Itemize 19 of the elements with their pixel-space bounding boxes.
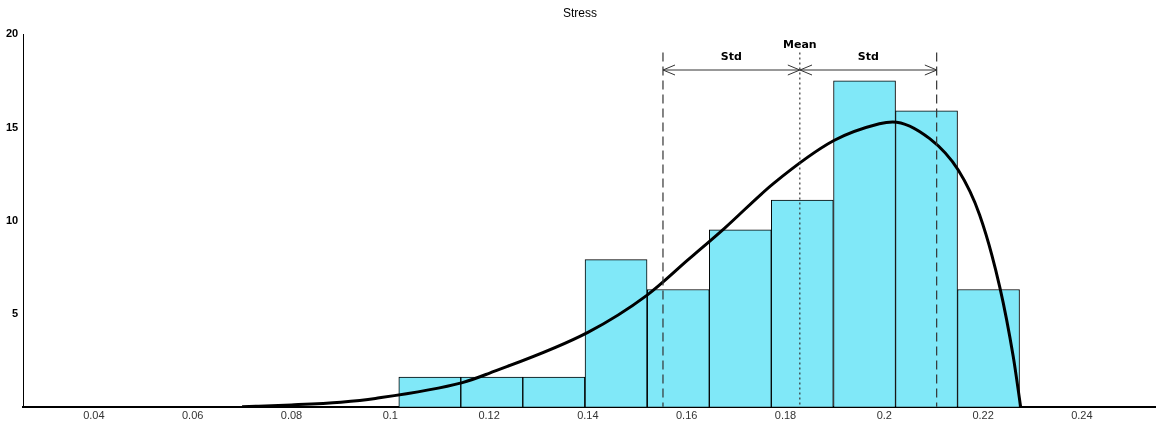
x-tick-label: 0.04	[83, 409, 105, 422]
x-tick-label: 0.22	[972, 409, 994, 422]
y-tick-label: 5	[12, 306, 19, 319]
x-tick-label: 0.24	[1071, 409, 1093, 422]
x-tick-label: 0.06	[181, 409, 204, 422]
x-tick-label: 0.12	[478, 409, 500, 422]
x-tick-label: 0.16	[675, 409, 698, 422]
annotation: Std	[857, 50, 879, 64]
y-tick-label: 20	[5, 27, 19, 40]
chart-title: Stress	[562, 5, 598, 20]
x-tick-label: 0.14	[577, 409, 599, 422]
x-tick-label: 0.08	[280, 409, 303, 422]
y-tick-label: 10	[5, 213, 19, 226]
y-tick-label: 15	[5, 120, 19, 133]
x-tick-label: 0.1	[382, 409, 398, 422]
x-tick-label: 0.18	[774, 409, 797, 422]
x-tick-label: 0.2	[876, 409, 892, 422]
ref-line-label: Mean	[782, 37, 817, 51]
annotation: Std	[720, 50, 742, 64]
